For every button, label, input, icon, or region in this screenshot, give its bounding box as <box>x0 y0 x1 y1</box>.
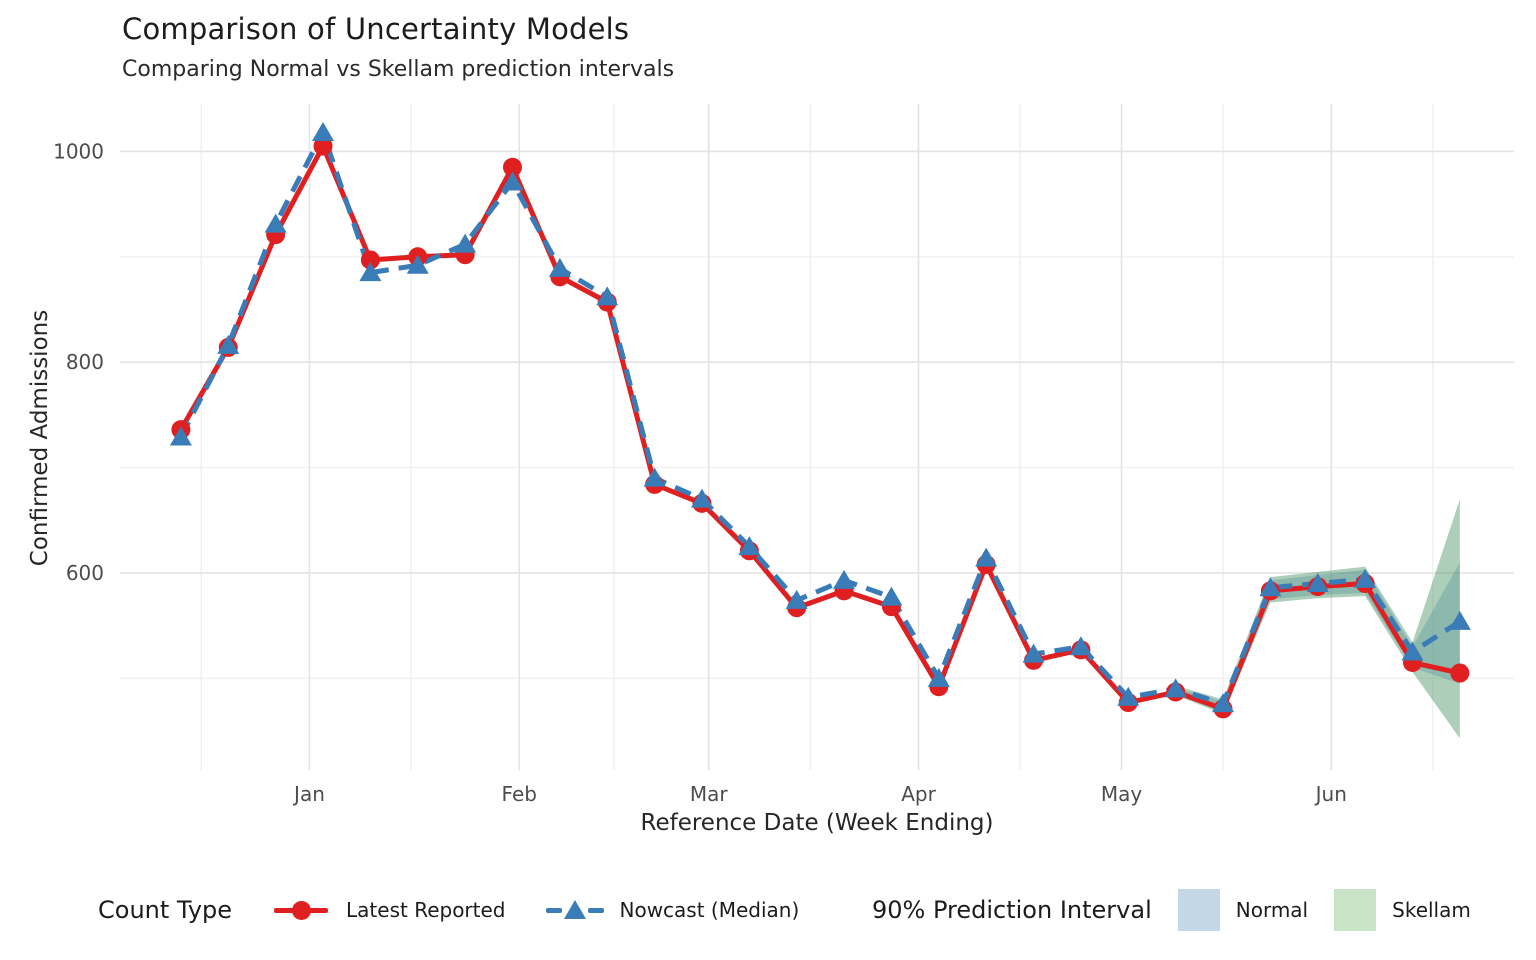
data-point-nowcast <box>217 334 240 354</box>
x-tick-label: May <box>1101 782 1143 806</box>
data-point-nowcast <box>1117 686 1140 706</box>
data-point-nowcast <box>1164 678 1187 698</box>
data-point-latest-reported <box>313 136 333 156</box>
data-point-latest-reported <box>502 157 522 177</box>
data-point-nowcast <box>927 667 950 687</box>
data-point-nowcast <box>548 257 571 277</box>
line-nowcast <box>178 129 1462 707</box>
legend-interval-title: 90% Prediction Interval <box>872 896 1152 924</box>
y-tick-label: 600 <box>66 561 104 585</box>
skellam-band-swatch-icon <box>1334 889 1377 931</box>
data-point-nowcast <box>1022 643 1045 663</box>
data-point-nowcast <box>1448 610 1471 630</box>
data-point-nowcast <box>1401 641 1424 661</box>
chart-subtitle: Comparing Normal vs Skellam prediction i… <box>122 57 675 82</box>
y-tick-label: 800 <box>66 350 104 374</box>
data-point-nowcast <box>406 254 429 274</box>
data-point-nowcast <box>738 536 761 556</box>
y-axis-title: Confirmed Admissions <box>27 309 53 567</box>
data-point-latest-reported <box>360 250 380 270</box>
data-point-nowcast <box>1306 572 1329 592</box>
data-point-nowcast <box>264 213 287 233</box>
data-point-nowcast <box>1212 693 1235 713</box>
legend-count-type: Count Type Latest Reported Nowcast (Medi… <box>98 878 799 942</box>
legend: Count Type Latest Reported Nowcast (Medi… <box>0 878 1536 942</box>
latest-reported-key-icon <box>272 892 330 928</box>
legend-label-normal: Normal <box>1235 898 1309 922</box>
data-point-nowcast <box>975 547 998 567</box>
legend-label-skellam: Skellam <box>1392 898 1471 922</box>
data-point-nowcast <box>1259 577 1282 597</box>
chart-title: Comparison of Uncertainty Models <box>122 12 630 46</box>
data-point-nowcast <box>596 286 619 306</box>
y-tick-label: 1000 <box>53 139 104 163</box>
x-axis-title: Reference Date (Week Ending) <box>640 810 994 836</box>
data-point-nowcast <box>785 589 808 609</box>
legend-label-latest-reported: Latest Reported <box>346 898 506 922</box>
legend-interval: 90% Prediction Interval Normal Skellam <box>872 878 1471 942</box>
data-point-nowcast <box>359 262 382 282</box>
data-point-nowcast <box>833 569 856 589</box>
data-point-nowcast <box>169 426 192 446</box>
data-point-nowcast <box>1354 568 1377 588</box>
x-tick-label: Apr <box>901 782 936 806</box>
legend-count-type-title: Count Type <box>98 896 233 924</box>
x-tick-label: Mar <box>690 782 729 806</box>
data-point-nowcast <box>1069 636 1092 656</box>
data-point-nowcast <box>501 171 524 191</box>
data-point-nowcast <box>690 488 713 508</box>
normal-band-swatch-icon <box>1177 889 1220 931</box>
data-point-latest-reported <box>1450 663 1470 683</box>
x-tick-label: Jan <box>292 782 325 806</box>
data-point-nowcast <box>454 233 477 253</box>
legend-label-nowcast: Nowcast (Median) <box>619 898 800 922</box>
data-point-nowcast <box>643 467 666 487</box>
data-point-nowcast <box>312 121 335 141</box>
nowcast-key-icon <box>545 892 604 928</box>
data-point-nowcast <box>880 586 903 606</box>
x-tick-label: Feb <box>502 782 537 806</box>
x-tick-label: Jun <box>1314 782 1347 806</box>
line-latest-reported <box>178 143 1463 712</box>
